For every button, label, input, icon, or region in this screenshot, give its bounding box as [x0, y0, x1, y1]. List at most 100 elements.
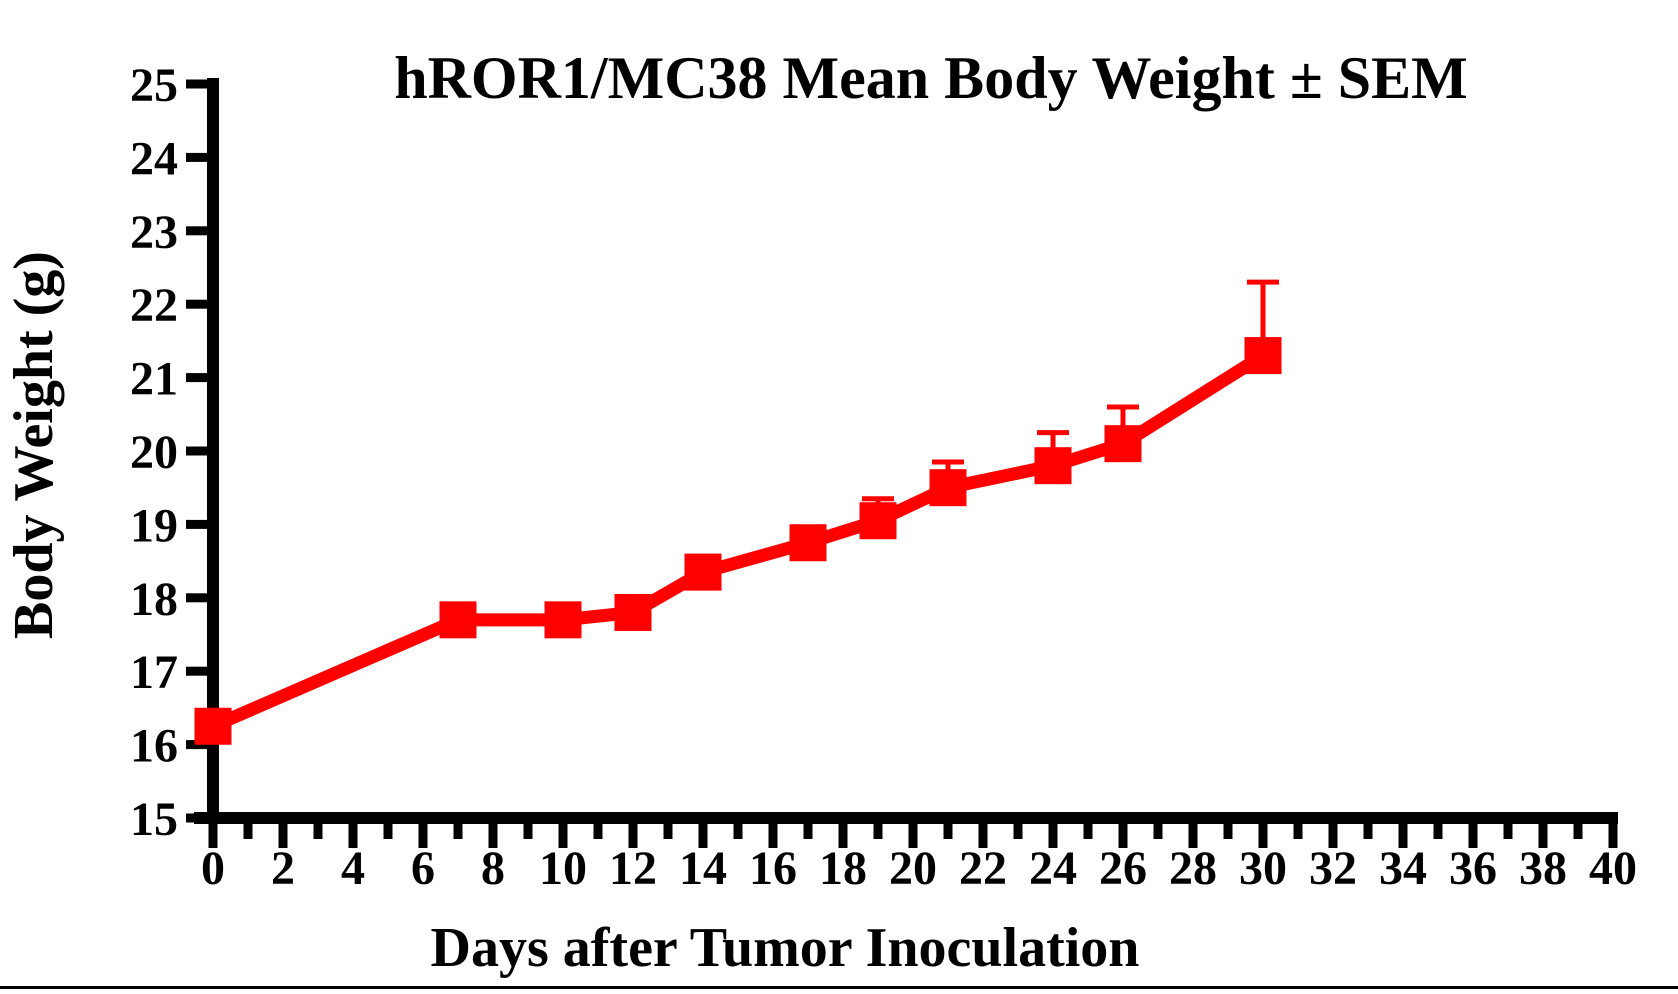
data-point-day-30 [1244, 337, 1282, 375]
x-tick-label: 16 [749, 842, 797, 895]
chart-title: hROR1/MC38 Mean Body Weight ± SEM [394, 45, 1468, 111]
y-tick-label: 20 [130, 426, 178, 479]
y-tick [186, 666, 213, 676]
x-minor-tick [1503, 824, 1513, 839]
x-major-tick [1468, 824, 1478, 848]
y-tick [186, 226, 213, 236]
x-tick-label: 30 [1239, 842, 1287, 895]
x-tick-label: 18 [819, 842, 867, 895]
x-minor-tick [1013, 824, 1023, 839]
x-major-tick [488, 824, 498, 848]
x-tick-label: 0 [201, 842, 225, 895]
x-minor-tick [873, 824, 883, 839]
x-tick-label: 20 [889, 842, 937, 895]
x-minor-tick [1223, 824, 1233, 839]
x-minor-tick [383, 824, 393, 839]
x-minor-tick [1083, 824, 1093, 839]
y-tick-label: 19 [130, 499, 178, 552]
x-minor-tick [1363, 824, 1373, 839]
data-point-day-10 [544, 601, 582, 639]
x-major-tick [1398, 824, 1408, 848]
x-major-tick [768, 824, 778, 848]
x-major-tick [978, 824, 988, 848]
y-tick [186, 373, 213, 383]
x-tick-label: 2 [271, 842, 295, 895]
data-point-day-0 [194, 707, 232, 745]
plot-layer [194, 279, 1282, 745]
x-minor-tick [663, 824, 673, 839]
y-tick-label: 21 [130, 353, 178, 406]
data-point-day-21 [929, 469, 967, 507]
x-major-tick [628, 824, 638, 848]
x-tick-label: 40 [1589, 842, 1637, 895]
x-minor-tick [1433, 824, 1443, 839]
x-major-tick [1608, 824, 1618, 848]
y-tick [186, 152, 213, 162]
x-tick-label: 34 [1379, 842, 1427, 895]
x-tick-label: 22 [959, 842, 1007, 895]
x-major-tick [278, 824, 288, 848]
x-major-tick [208, 824, 218, 848]
data-point-day-26 [1104, 425, 1142, 463]
x-tick-label: 12 [609, 842, 657, 895]
x-axis-spine [194, 812, 1618, 824]
x-major-tick [418, 824, 428, 848]
y-tick-label: 24 [130, 132, 178, 185]
x-tick-label: 28 [1169, 842, 1217, 895]
x-minor-tick [313, 824, 323, 839]
x-tick-label: 26 [1099, 842, 1147, 895]
x-tick-label: 32 [1309, 842, 1357, 895]
x-major-tick [1188, 824, 1198, 848]
x-tick-label: 24 [1029, 842, 1077, 895]
x-tick-label: 8 [481, 842, 505, 895]
data-point-day-19 [859, 502, 897, 540]
x-major-tick [1048, 824, 1058, 848]
y-tick [186, 813, 213, 823]
y-tick [186, 79, 213, 89]
x-tick-label: 36 [1449, 842, 1497, 895]
y-tick-label: 15 [130, 793, 178, 846]
x-major-tick [1328, 824, 1338, 848]
x-major-tick [1258, 824, 1268, 848]
x-major-tick [908, 824, 918, 848]
y-tick [186, 519, 213, 529]
x-minor-tick [733, 824, 743, 839]
data-point-day-14 [684, 553, 722, 591]
data-point-day-7 [439, 601, 477, 639]
x-minor-tick [243, 824, 253, 839]
y-tick [186, 446, 213, 456]
data-point-day-24 [1034, 447, 1072, 485]
y-tick-label: 23 [130, 206, 178, 259]
x-tick-label: 4 [341, 842, 365, 895]
x-tick-label: 14 [679, 842, 727, 895]
x-major-tick [698, 824, 708, 848]
page-bottom-rule [0, 986, 1678, 989]
x-axis-label: Days after Tumor Inoculation [431, 917, 1140, 979]
x-minor-tick [803, 824, 813, 839]
y-tick-label: 18 [130, 573, 178, 626]
data-point-day-17 [789, 524, 827, 562]
y-tick [186, 299, 213, 309]
y-axis-label: Body Weight (g) [3, 251, 65, 639]
x-tick-label: 6 [411, 842, 435, 895]
x-major-tick [558, 824, 568, 848]
x-minor-tick [1153, 824, 1163, 839]
x-minor-tick [1293, 824, 1303, 839]
y-tick-label: 16 [130, 720, 178, 773]
y-tick [186, 593, 213, 603]
y-tick-label: 22 [130, 279, 178, 332]
x-major-tick [1118, 824, 1128, 848]
x-tick-label: 38 [1519, 842, 1567, 895]
x-minor-tick [523, 824, 533, 839]
x-major-tick [348, 824, 358, 848]
data-line [210, 350, 1267, 733]
x-major-tick [838, 824, 848, 848]
y-tick-label: 25 [130, 59, 178, 112]
x-minor-tick [453, 824, 463, 839]
y-tick-label: 17 [130, 646, 178, 699]
x-major-tick [1538, 824, 1548, 848]
x-minor-tick [943, 824, 953, 839]
x-tick-label: 10 [539, 842, 587, 895]
